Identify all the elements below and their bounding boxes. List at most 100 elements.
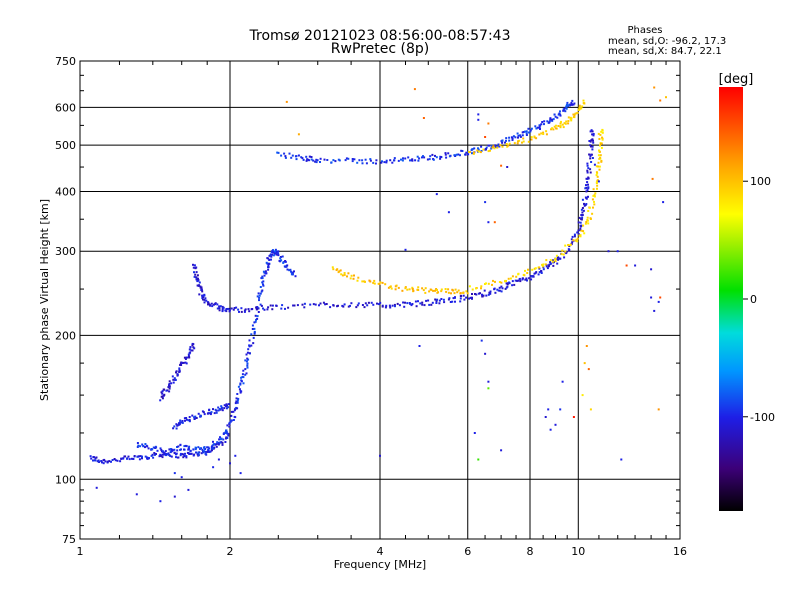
- data-point: [194, 273, 197, 276]
- x-tick-label: 4: [377, 545, 384, 558]
- data-point: [204, 452, 207, 455]
- data-point: [167, 452, 170, 455]
- data-point: [193, 418, 196, 420]
- data-point: [526, 279, 528, 282]
- data-point: [435, 193, 438, 196]
- data-point: [562, 109, 565, 112]
- data-point: [549, 259, 552, 262]
- data-point: [215, 443, 218, 446]
- data-point: [509, 277, 512, 280]
- data-point: [601, 128, 604, 131]
- data-point: [579, 234, 582, 237]
- data-point: [284, 156, 287, 159]
- data-point: [146, 457, 149, 460]
- data-point: [547, 408, 550, 411]
- data-point: [526, 272, 529, 274]
- data-point: [277, 252, 280, 255]
- data-point: [473, 151, 476, 154]
- data-point: [182, 456, 185, 459]
- data-point: [227, 432, 230, 435]
- data-point: [527, 127, 530, 130]
- y-tick-label: 75: [62, 533, 76, 546]
- data-point: [653, 86, 656, 89]
- data-point: [587, 222, 590, 225]
- data-point: [422, 117, 425, 119]
- y-tick-label: 500: [55, 139, 76, 152]
- data-point: [312, 159, 315, 162]
- data-point: [188, 420, 191, 423]
- data-point: [135, 493, 138, 496]
- data-point: [567, 104, 570, 107]
- data-point: [468, 285, 471, 288]
- data-point: [409, 302, 412, 305]
- data-point: [530, 138, 533, 141]
- data-point: [282, 261, 285, 264]
- data-point: [232, 308, 235, 311]
- data-point: [552, 259, 554, 262]
- data-point: [168, 384, 170, 387]
- data-point: [411, 286, 414, 289]
- data-point: [432, 289, 435, 292]
- data-point: [586, 162, 589, 165]
- data-point: [549, 118, 552, 121]
- data-point: [540, 123, 543, 126]
- data-point: [224, 309, 227, 312]
- data-point: [598, 138, 601, 140]
- data-point: [251, 328, 254, 330]
- data-point: [385, 304, 388, 307]
- data-point: [485, 294, 488, 297]
- data-point: [487, 293, 490, 296]
- data-point: [571, 235, 574, 238]
- data-point: [517, 134, 520, 137]
- data-point: [600, 159, 603, 162]
- data-point: [290, 270, 292, 273]
- data-point: [169, 450, 172, 453]
- data-point: [406, 302, 409, 305]
- data-point: [434, 154, 436, 157]
- data-point: [197, 412, 200, 415]
- data-point: [192, 448, 195, 451]
- data-point: [199, 286, 202, 289]
- x-tick-label: 1: [77, 545, 84, 558]
- data-point: [319, 302, 322, 305]
- data-point: [330, 161, 333, 164]
- data-point: [201, 290, 204, 293]
- data-point: [209, 413, 212, 416]
- data-point: [396, 302, 399, 305]
- data-point: [351, 158, 354, 160]
- data-point: [511, 137, 514, 140]
- data-point: [501, 141, 504, 144]
- data-point: [318, 304, 320, 307]
- data-point: [582, 224, 585, 227]
- data-point: [312, 303, 315, 306]
- data-point: [484, 201, 487, 204]
- data-point: [586, 181, 589, 184]
- data-point: [197, 454, 200, 457]
- y-tick-label: 600: [55, 101, 76, 114]
- data-point: [229, 419, 232, 422]
- data-point: [211, 449, 213, 452]
- data-point: [540, 270, 543, 272]
- data-point: [395, 284, 398, 287]
- y-tick-label: 300: [55, 245, 76, 258]
- data-point: [591, 145, 594, 148]
- data-point: [306, 158, 309, 161]
- data-point: [267, 262, 270, 265]
- data-point: [198, 293, 201, 296]
- data-point: [587, 195, 589, 198]
- data-point: [147, 447, 150, 450]
- data-point: [222, 432, 225, 435]
- data-point: [225, 308, 228, 310]
- data-point: [206, 450, 209, 453]
- data-point: [286, 268, 289, 271]
- data-point: [114, 459, 117, 462]
- data-point: [218, 307, 221, 310]
- data-point: [247, 308, 250, 311]
- data-point: [248, 344, 251, 347]
- data-point: [447, 211, 450, 214]
- data-point: [522, 140, 525, 143]
- data-point: [521, 278, 524, 281]
- data-point: [579, 227, 582, 230]
- data-point: [586, 219, 589, 221]
- data-point: [480, 287, 482, 290]
